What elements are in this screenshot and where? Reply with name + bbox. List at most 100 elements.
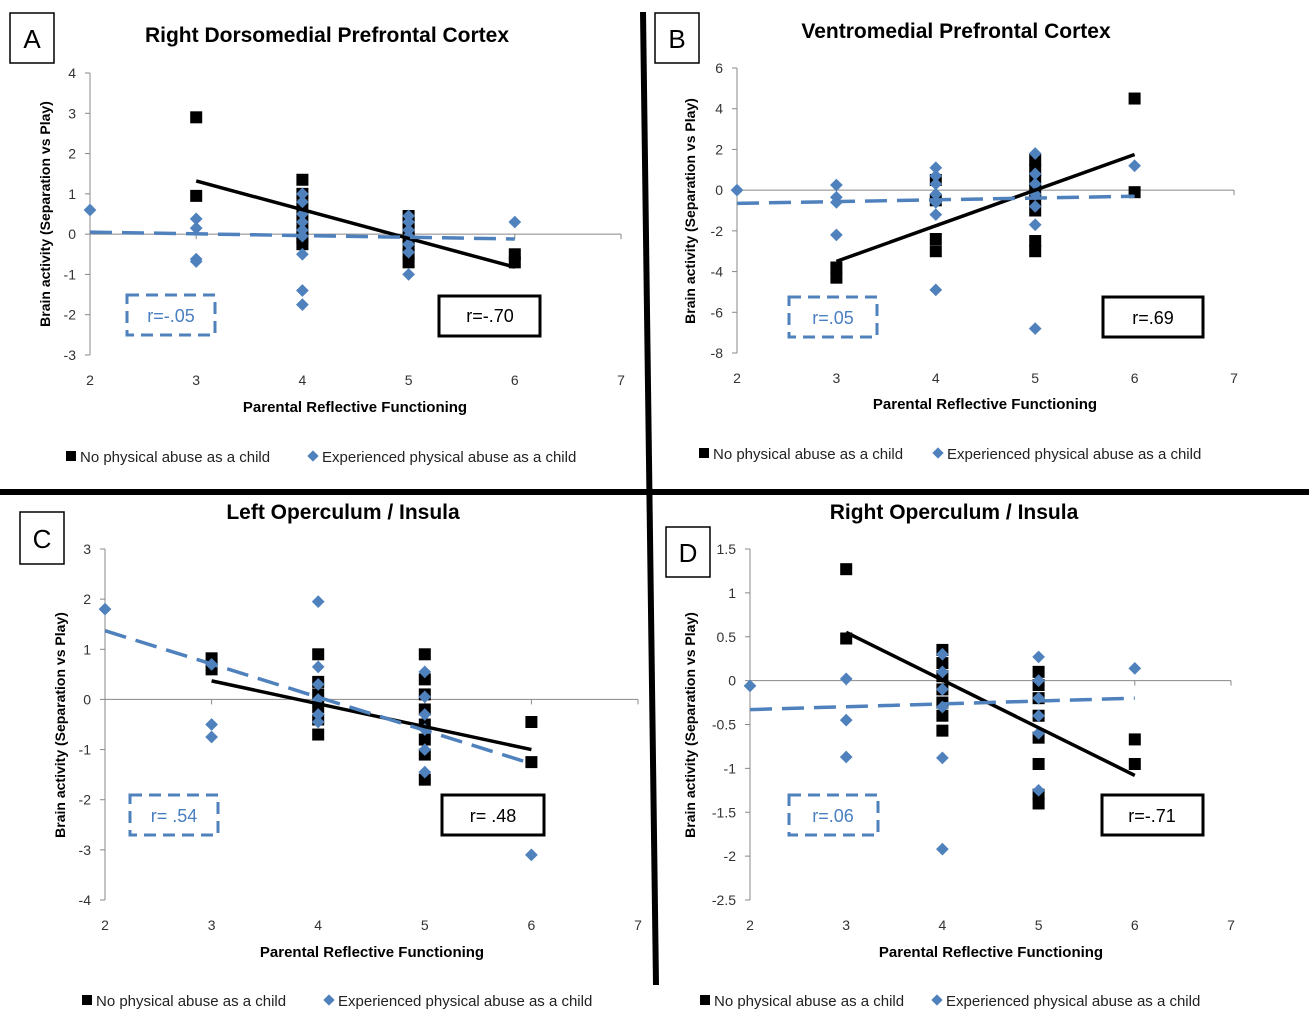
data-point-diamond (311, 660, 325, 674)
data-point-diamond (296, 215, 309, 229)
y-tick-label: -8 (711, 345, 724, 361)
data-point-square (936, 709, 949, 722)
data-point-diamond (311, 595, 325, 609)
y-tick-label: -4 (711, 264, 724, 280)
x-tick-label: 4 (939, 917, 947, 933)
data-point-diamond (296, 298, 309, 312)
data-point-diamond (83, 203, 97, 217)
plot-area: -4 -3 -2 -1 0 1 2 3 2 3 4 5 6 7 (79, 541, 643, 933)
x-tick-label: 3 (208, 917, 216, 933)
data-point-diamond (98, 602, 112, 616)
x-tick-label: 2 (86, 372, 94, 388)
legend-square-icon (700, 995, 710, 1005)
x-tick-label: 6 (511, 372, 519, 388)
legend-label-no-abuse: No physical abuse as a child (713, 446, 903, 463)
data-point-square (1128, 733, 1141, 746)
data-point-square (830, 271, 843, 284)
trendline-no-abuse (211, 679, 532, 752)
data-point-square (402, 256, 415, 269)
data-point-diamond (839, 672, 853, 686)
y-tick-label: 1 (728, 585, 736, 601)
y-tick-label: 0 (83, 691, 91, 707)
y-tick-label: -4 (79, 892, 92, 908)
data-point-diamond (830, 228, 843, 242)
y-tick-label: 2 (715, 141, 723, 157)
x-tick-label: 3 (842, 917, 850, 933)
y-tick-label: 3 (83, 541, 91, 557)
data-point-diamond (205, 730, 218, 744)
x-axis-label: Parental Reflective Functioning (243, 399, 467, 416)
x-axis-label: Parental Reflective Functioning (879, 944, 1103, 961)
data-point-square (190, 189, 203, 202)
x-tick-label: 3 (192, 372, 200, 388)
data-point-square (830, 261, 843, 274)
y-tick-label: 4 (68, 65, 76, 81)
y-tick-label: -2 (64, 307, 77, 323)
x-tick-label: 6 (528, 917, 536, 933)
data-point-diamond (402, 215, 415, 229)
r-box-blue (128, 793, 220, 837)
y-tick-label: -3 (79, 842, 92, 858)
r-value-blue: r=-.05 (147, 306, 195, 326)
chart-title: Left Operculum / Insula (226, 501, 460, 524)
data-point-square (1029, 245, 1042, 258)
legend: No physical abuse as a child Experienced… (82, 993, 592, 1010)
data-point-square (1128, 757, 1141, 770)
y-tick-label: 3 (68, 105, 76, 121)
data-point-diamond (296, 187, 309, 201)
data-point-square (1032, 757, 1045, 770)
data-point-diamond (929, 283, 943, 297)
x-axis-label: Parental Reflective Functioning (873, 396, 1097, 413)
x-tick-label: 5 (405, 372, 413, 388)
x-tick-label: 7 (634, 917, 642, 933)
legend-label-abuse: Experienced physical abuse as a child (338, 993, 592, 1010)
data-point-square (508, 248, 521, 261)
y-tick-label: 1 (83, 641, 91, 657)
x-tick-label: 4 (932, 370, 940, 386)
panel-d: D Right Operculum / Insula Brain activit… (665, 501, 1235, 1010)
r-box-black (1101, 295, 1205, 339)
x-axis-label: Parental Reflective Functioning (260, 944, 484, 961)
panel-letter-box (654, 12, 700, 64)
chart-title: Ventromedial Prefrontal Cortex (801, 20, 1111, 43)
data-point-square (190, 111, 203, 124)
trendline-abuse (104, 629, 532, 766)
vertical-divider (640, 11, 659, 986)
r-box-blue (787, 295, 879, 339)
data-point-square (936, 724, 949, 737)
data-point-square (296, 173, 309, 186)
r-box-black (437, 294, 542, 338)
panel-c: C Left Operculum / Insula Brain activity… (19, 501, 643, 1010)
data-point-diamond (1032, 650, 1045, 664)
y-tick-label: -1.5 (712, 804, 736, 820)
data-point-diamond (830, 178, 843, 192)
data-point-square (312, 728, 325, 741)
data-point-diamond (936, 751, 949, 765)
data-point-square (418, 773, 431, 786)
legend: No physical abuse as a child Experienced… (66, 449, 576, 466)
data-point-square (1029, 235, 1042, 248)
x-tick-label: 5 (421, 917, 429, 933)
y-tick-label: 2 (68, 146, 76, 162)
data-point-diamond (743, 679, 757, 693)
data-point-square (312, 648, 325, 661)
trendline-no-abuse (835, 152, 1136, 264)
trendline-abuse (736, 194, 1135, 206)
data-point-square (1032, 797, 1045, 810)
x-tick-label: 4 (314, 917, 322, 933)
legend-diamond-icon (932, 447, 944, 459)
legend-label-abuse: Experienced physical abuse as a child (946, 993, 1200, 1010)
y-axis-label: Brain activity (Separation vs Play) (37, 101, 53, 327)
y-tick-label: 0 (715, 182, 723, 198)
data-point-square (929, 233, 942, 245)
r-value-blue: r=.06 (812, 806, 854, 826)
trendline-abuse (89, 230, 515, 241)
data-point-diamond (189, 221, 203, 235)
legend-square-icon (66, 451, 76, 461)
r-value-black: r= .48 (470, 806, 517, 826)
data-point-square (936, 657, 949, 670)
y-tick-label: 1.5 (717, 541, 737, 557)
legend: No physical abuse as a child Experienced… (700, 993, 1200, 1010)
legend-square-icon (82, 995, 92, 1005)
data-point-diamond (205, 718, 218, 731)
